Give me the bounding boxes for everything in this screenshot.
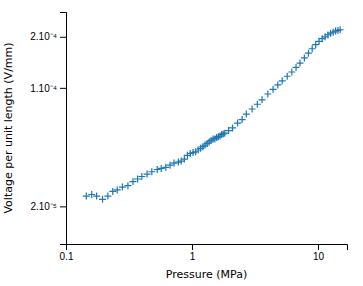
tick: 1.10⁻⁴ <box>30 83 66 94</box>
point <box>270 86 277 93</box>
tick: 2.10⁻⁵ <box>30 201 66 212</box>
x-axis: 0.1 1 10 <box>60 244 348 262</box>
tick-mark <box>318 244 319 250</box>
x-axis-title: Pressure (MPa) <box>166 268 247 281</box>
point <box>309 45 316 52</box>
point <box>284 73 291 80</box>
point <box>171 160 178 167</box>
point <box>93 193 100 200</box>
point <box>305 50 312 57</box>
point <box>124 182 131 189</box>
tick-label: 2.10⁻⁴ <box>30 31 57 42</box>
point <box>229 124 236 131</box>
point <box>312 41 319 48</box>
point <box>293 64 300 71</box>
y-axis-title: Voltage per unit length (V/mm) <box>2 42 15 213</box>
plot-area: 0.1 1 10 2.10⁻⁵ 1.10⁻⁴ 2.10⁻⁴ Pressure (MPa) Vo… <box>2 13 348 282</box>
point <box>104 193 111 200</box>
point <box>259 96 266 103</box>
point <box>239 116 246 123</box>
tick: 2.10⁻⁴ <box>30 31 66 42</box>
chart: 0.1 1 10 2.10⁻⁵ 1.10⁻⁴ 2.10⁻⁴ Pressure (MPa) Vo… <box>0 0 363 286</box>
tick: 1 <box>190 244 196 262</box>
tick-mark <box>60 206 66 207</box>
tick: 10 <box>313 244 325 262</box>
tick-label: 2.10⁻⁵ <box>30 201 57 212</box>
point <box>220 130 227 137</box>
point <box>83 193 90 200</box>
point <box>301 54 308 61</box>
tick-mark <box>60 37 66 38</box>
tick-label: 1.10⁻⁴ <box>30 83 57 94</box>
point <box>99 196 106 203</box>
point <box>274 81 281 88</box>
tick: 0.1 <box>60 244 74 262</box>
point <box>218 131 225 138</box>
point <box>109 188 116 195</box>
point <box>279 77 286 84</box>
tick-label: 0.1 <box>60 251 74 262</box>
point <box>337 26 344 33</box>
y-axis: 2.10⁻⁵ 1.10⁻⁴ 2.10⁻⁴ <box>30 13 66 245</box>
point <box>154 166 161 173</box>
point <box>288 68 295 75</box>
point <box>181 156 188 163</box>
point <box>158 165 165 172</box>
points <box>83 26 344 203</box>
axis-line <box>67 245 348 251</box>
point <box>249 106 256 113</box>
tick-mark <box>192 244 193 250</box>
point <box>243 111 250 118</box>
point <box>254 101 261 108</box>
point <box>88 191 95 198</box>
tick-mark <box>60 88 66 89</box>
point <box>119 184 126 191</box>
point <box>264 90 271 97</box>
tick-label: 1 <box>190 251 196 262</box>
axis-line <box>60 13 67 245</box>
tick-label: 10 <box>313 251 325 262</box>
point <box>296 60 303 67</box>
point <box>234 120 241 127</box>
